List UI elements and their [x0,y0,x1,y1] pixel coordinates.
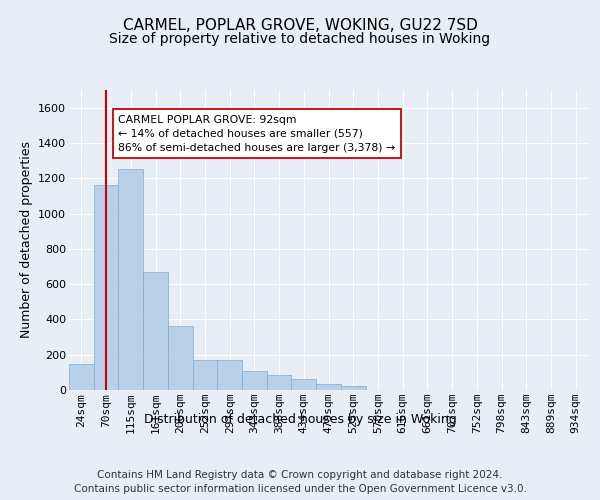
Bar [143,272,168,390]
Bar [118,170,143,390]
Bar [168,326,193,390]
Bar [267,375,292,390]
Text: CARMEL POPLAR GROVE: 92sqm
← 14% of detached houses are smaller (557)
86% of sem: CARMEL POPLAR GROVE: 92sqm ← 14% of deta… [118,114,395,152]
Text: CARMEL, POPLAR GROVE, WOKING, GU22 7SD: CARMEL, POPLAR GROVE, WOKING, GU22 7SD [122,18,478,32]
Text: Contains HM Land Registry data © Crown copyright and database right 2024.: Contains HM Land Registry data © Crown c… [97,470,503,480]
Bar [217,360,242,390]
Bar [341,386,365,390]
Text: Distribution of detached houses by size in Woking: Distribution of detached houses by size … [143,412,457,426]
Y-axis label: Number of detached properties: Number of detached properties [20,142,32,338]
Text: Contains public sector information licensed under the Open Government Licence v3: Contains public sector information licen… [74,484,526,494]
Bar [94,186,118,390]
Bar [69,364,94,390]
Bar [193,360,217,390]
Bar [316,384,341,390]
Bar [242,372,267,390]
Bar [292,380,316,390]
Text: Size of property relative to detached houses in Woking: Size of property relative to detached ho… [109,32,491,46]
